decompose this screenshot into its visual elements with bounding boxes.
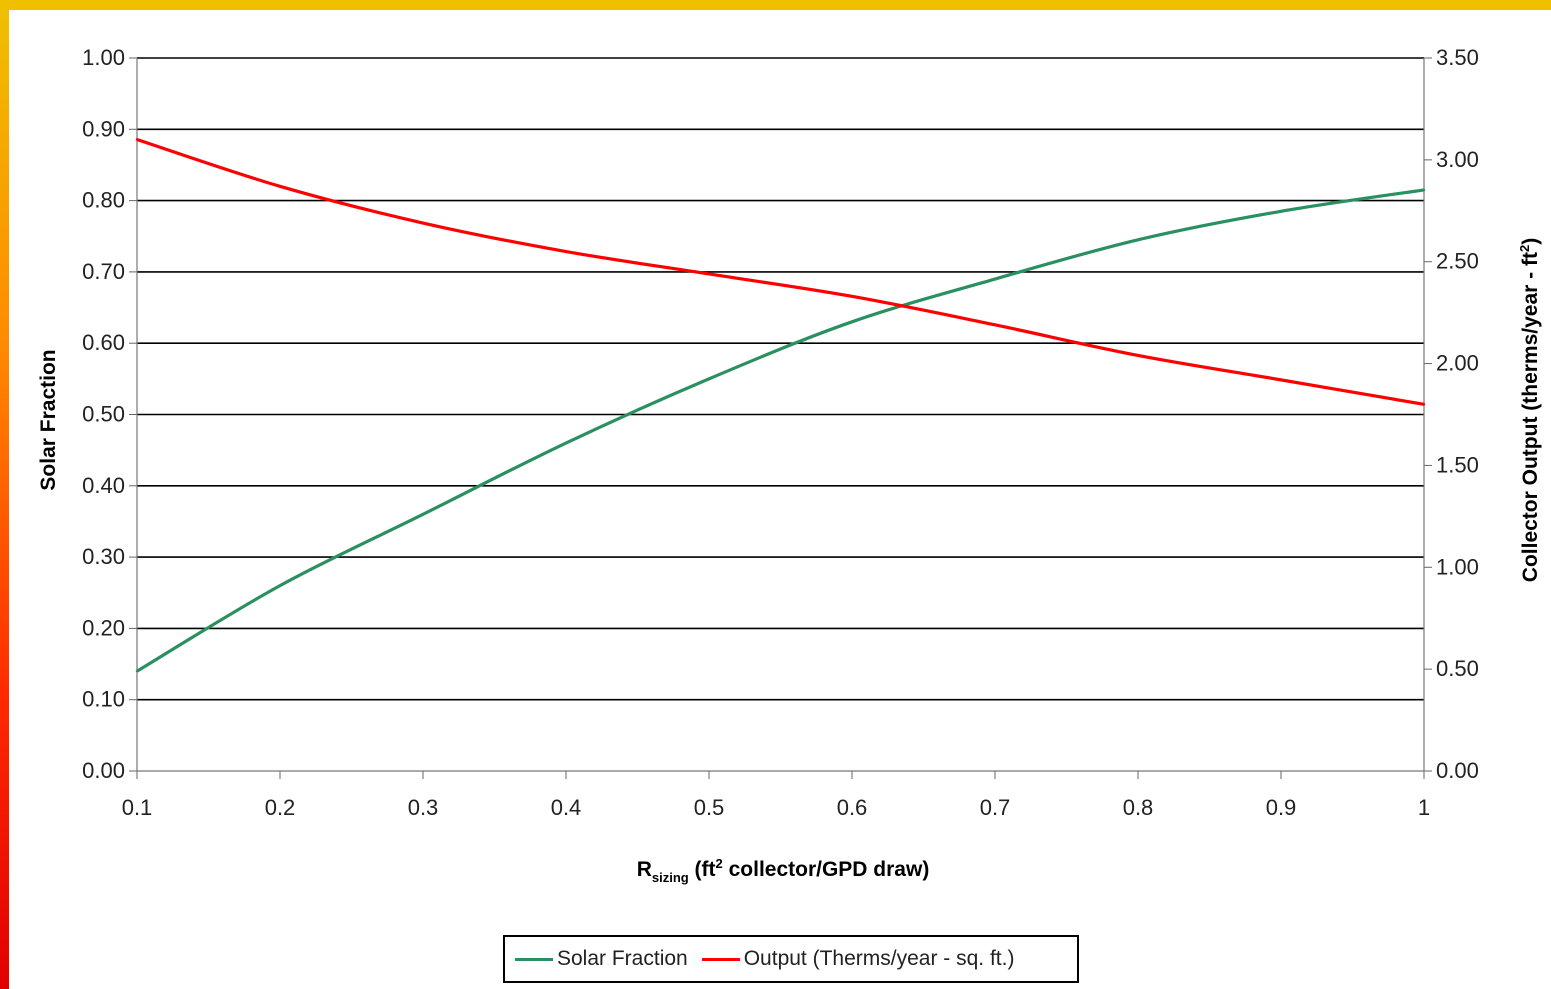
y-right-tick-label: 2.50	[1436, 249, 1479, 274]
x-axis-title-paren: (ft	[689, 858, 716, 881]
data-point-solar-fraction-4	[707, 377, 711, 381]
y-left-tick-label: 0.70	[82, 259, 125, 284]
chart-panel: 0.00 0.10 0.20 0.30 0.40 0.50 0.60 0.70 0.80 0.90…	[9, 10, 1551, 989]
data-point-solar-fraction-2	[421, 513, 425, 516]
tick-labels: 0.000.100.200.300.400.500.600.700.800.90…	[82, 45, 1479, 820]
x-axis-title-sup: 2	[716, 856, 723, 871]
plot-series	[135, 137, 1426, 673]
y-left-tick-label: 0.80	[82, 188, 125, 213]
data-point-solar-fraction-1	[278, 584, 282, 587]
series-line-output	[136, 137, 1425, 406]
y-left-tick-label: 0.10	[82, 687, 125, 712]
x-tick-label: 0.1	[122, 795, 153, 820]
y-right-tick-label: 3.00	[1436, 147, 1479, 172]
y-axis-right-title: Collector Output (therms/year - ft2)	[1517, 238, 1542, 582]
data-point-solar-fraction-3	[564, 441, 568, 445]
data-point-output-6	[993, 323, 997, 327]
y-right-tick-label: 0.00	[1436, 758, 1479, 783]
x-tick-label: 0.5	[694, 795, 725, 820]
x-tick-label: 0.2	[265, 795, 296, 820]
y-right-tick-label: 1.50	[1436, 452, 1479, 477]
legend-label-solar-fraction: Solar Fraction	[557, 947, 688, 970]
y-left-tick-label: 0.90	[82, 116, 125, 141]
data-point-output-8	[1279, 378, 1283, 382]
y-left-tick-label: 0.30	[82, 544, 125, 569]
x-axis-title: Rsizing (ft2 collector/GPD draw)	[637, 856, 930, 885]
legend-item-solar-fraction: Solar Fraction	[515, 947, 688, 971]
y-axis-right-title-sup: 2	[1517, 245, 1532, 252]
data-point-output-5	[850, 295, 854, 298]
y-right-tick-label: 1.00	[1436, 554, 1479, 579]
data-point-solar-fraction-6	[993, 277, 997, 281]
data-point-output-9	[1422, 403, 1426, 406]
data-point-output-0	[135, 138, 139, 141]
x-tick-label: 0.7	[980, 795, 1011, 820]
data-point-solar-fraction-9	[1422, 188, 1426, 192]
y-left-tick-label: 0.50	[82, 402, 125, 427]
x-tick-label: 0.6	[837, 795, 868, 820]
y-axis-right-title-close: )	[1519, 238, 1542, 245]
x-tick-label: 0.9	[1266, 795, 1297, 820]
x-tick-label: 0.4	[551, 795, 582, 820]
grid-lines	[137, 57, 1424, 701]
y-right-tick-label: 0.50	[1436, 656, 1479, 681]
x-tick-label: 1	[1418, 795, 1430, 820]
x-tick-label: 0.3	[408, 795, 439, 820]
data-point-output-3	[564, 250, 568, 253]
y-left-tick-label: 0.40	[82, 473, 125, 498]
legend-swatch-solar-fraction	[515, 957, 553, 961]
x-axis-title-main: R	[637, 858, 652, 881]
data-point-output-4	[707, 272, 711, 276]
legend-item-output: Output (Therms/year - sq. ft.)	[701, 947, 1015, 971]
y-axis-left-title: Solar Fraction	[37, 349, 60, 490]
legend-label-output: Output (Therms/year - sq. ft.)	[743, 947, 1015, 970]
legend: Solar Fraction Output (Therms/year - sq.…	[503, 935, 1079, 983]
data-point-output-2	[421, 221, 425, 225]
y-right-tick-label: 2.00	[1436, 351, 1479, 376]
data-point-solar-fraction-7	[1136, 238, 1140, 242]
dual-axis-line-chart: 0.000.100.200.300.400.500.600.700.800.90…	[37, 45, 1542, 885]
y-left-tick-label: 0.20	[82, 615, 125, 640]
data-point-solar-fraction-0	[135, 669, 139, 673]
y-left-tick-label: 1.00	[82, 45, 125, 70]
y-left-tick-label: 0.60	[82, 330, 125, 355]
axes	[129, 57, 1432, 779]
x-axis-title-rest: collector/GPD draw)	[723, 858, 930, 881]
x-axis-title-sub: sizing	[652, 870, 689, 885]
data-point-solar-fraction-5	[850, 320, 854, 324]
data-point-output-7	[1136, 354, 1140, 357]
x-tick-label: 0.8	[1123, 795, 1154, 820]
data-point-output-1	[278, 185, 282, 188]
data-point-solar-fraction-8	[1279, 210, 1283, 213]
y-right-tick-label: 3.50	[1436, 45, 1479, 70]
y-axis-right-title-main: Collector Output (therms/year - ft	[1519, 252, 1542, 582]
legend-swatch-output	[701, 957, 740, 961]
y-left-tick-label: 0.00	[82, 758, 125, 783]
series-line-solar-fraction	[136, 188, 1425, 673]
